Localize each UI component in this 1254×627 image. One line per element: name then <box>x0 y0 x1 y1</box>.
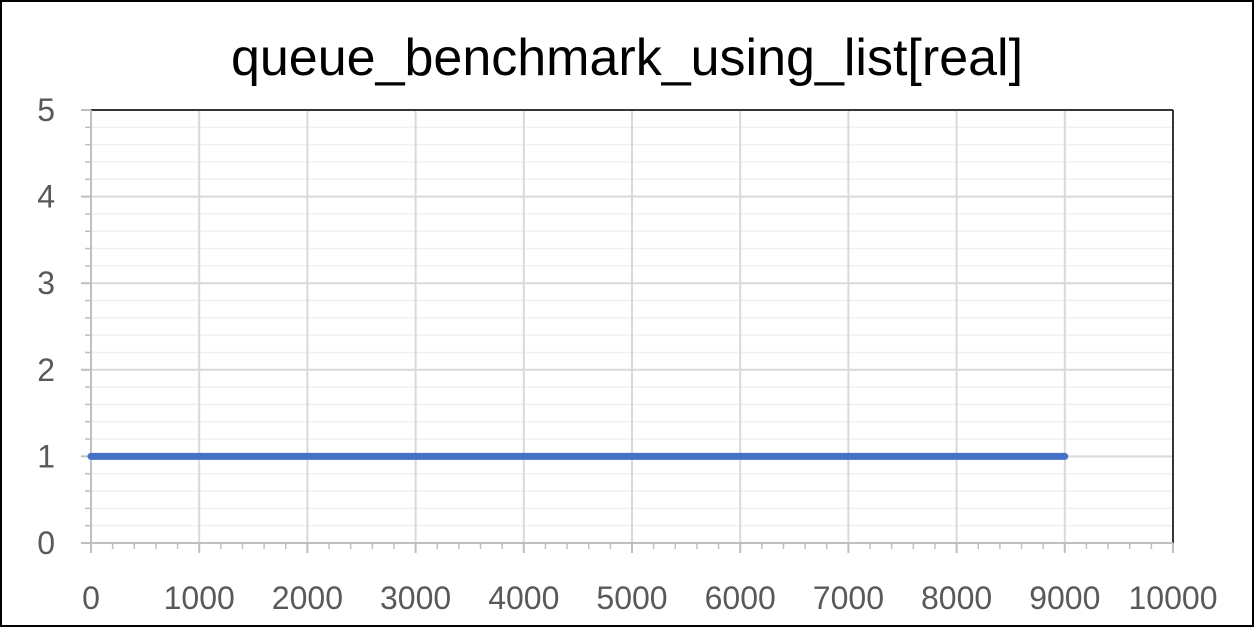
chart-title: queue_benchmark_using_list[real] <box>230 29 1024 87</box>
y-tick-label: 3 <box>37 265 55 301</box>
y-tick-label: 0 <box>37 525 55 561</box>
x-tick-label: 8000 <box>921 580 992 616</box>
x-tick-label: 9000 <box>1029 580 1100 616</box>
y-tick-label: 5 <box>37 92 55 128</box>
y-tick-label: 1 <box>37 438 55 474</box>
x-tick-label: 7000 <box>813 580 884 616</box>
y-tick-label: 4 <box>37 179 55 215</box>
x-tick-label: 1000 <box>164 580 235 616</box>
x-tick-label: 6000 <box>705 580 776 616</box>
x-tick-label: 3000 <box>380 580 451 616</box>
x-tick-label: 0 <box>82 580 100 616</box>
x-tick-label: 5000 <box>596 580 667 616</box>
y-tick-label: 2 <box>37 352 55 388</box>
x-tick-label: 10000 <box>1129 580 1218 616</box>
x-tick-label: 2000 <box>272 580 343 616</box>
x-tick-label: 4000 <box>488 580 559 616</box>
